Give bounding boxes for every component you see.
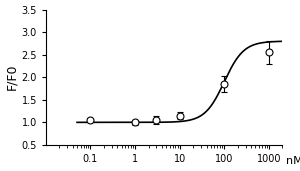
Y-axis label: F/F0: F/F0 <box>6 64 19 90</box>
X-axis label: nM: nM <box>286 156 300 166</box>
